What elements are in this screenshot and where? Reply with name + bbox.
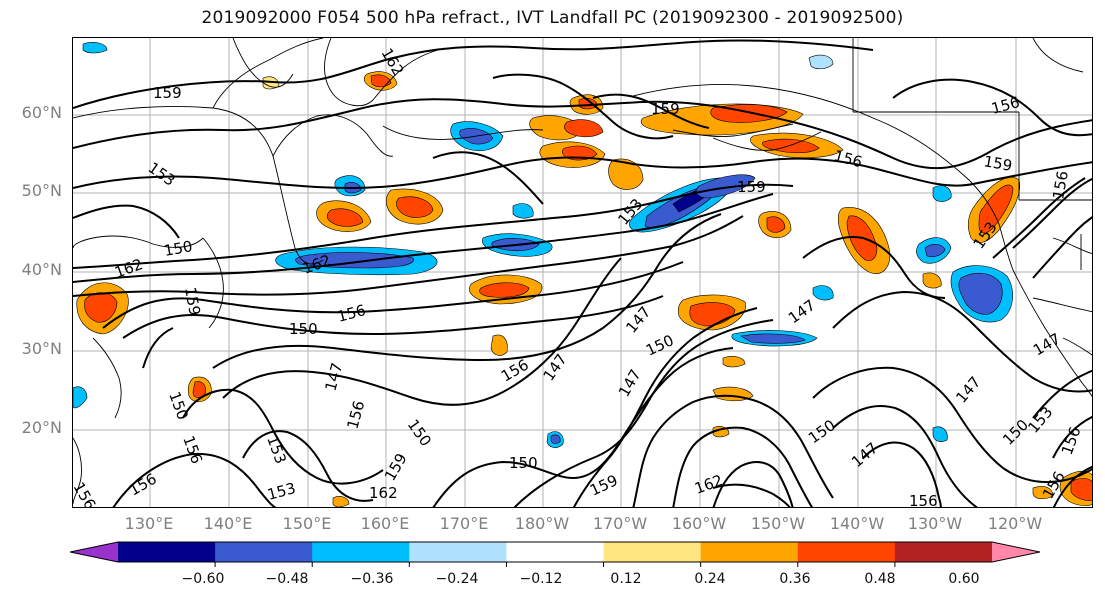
lat-label-40n: 40°N xyxy=(21,260,62,279)
map-panel: 162 159 159 156 159 156 153 150 153 162 … xyxy=(72,37,1093,508)
colorbar-segment xyxy=(215,542,313,562)
colorbar-tick-label: 0.60 xyxy=(948,571,980,587)
contour-label: 147 xyxy=(785,296,819,327)
lon-label-120w: 120°W xyxy=(987,514,1043,533)
contour-label: 156 xyxy=(1049,169,1072,200)
contour-label: 159 xyxy=(587,471,621,499)
lat-label-30n: 30°N xyxy=(21,339,62,358)
lon-label-150e: 150°E xyxy=(282,514,332,533)
colorbar-extend-high xyxy=(992,542,1040,562)
colorbar-segment xyxy=(118,542,216,562)
contour-label: 159 xyxy=(181,286,204,317)
contour-label: 147 xyxy=(1030,330,1064,360)
contour-label: 147 xyxy=(540,351,571,385)
colorbar-segment xyxy=(506,542,605,562)
lon-label-170e: 170°E xyxy=(439,514,489,533)
map-title: 2019092000 F054 500 hPa refract., IVT La… xyxy=(201,8,904,28)
contour-label: 153 xyxy=(265,479,297,504)
coastlines xyxy=(73,38,1092,505)
contour-label: 150 xyxy=(805,416,839,447)
contour-label: 156 xyxy=(179,433,206,466)
lat-label-50n: 50°N xyxy=(21,181,62,200)
colorbar-tick-label: −0.36 xyxy=(350,571,394,587)
contour-label: 150 xyxy=(165,389,192,422)
lon-label-130w: 130°W xyxy=(907,514,963,533)
lon-label-160e: 160°E xyxy=(360,514,410,533)
contour-label: 156 xyxy=(126,470,160,500)
contour-label: 159 xyxy=(982,152,1013,175)
contour-label: 156 xyxy=(73,479,99,508)
contour-label: 150 xyxy=(404,416,435,450)
lat-label-60n: 60°N xyxy=(21,103,62,122)
contour-label: 147 xyxy=(321,361,346,393)
colorbar-extend-low xyxy=(70,542,118,562)
colorbar-tick-label: −0.48 xyxy=(265,571,309,587)
colorbar xyxy=(70,541,1040,567)
contour-label: 150 xyxy=(163,237,194,260)
map-canvas: 162 159 159 156 159 156 153 150 153 162 … xyxy=(73,38,1092,508)
colorbar-segment xyxy=(603,542,702,562)
colorbar-tick-label: 0.12 xyxy=(610,571,642,587)
lon-label-140e: 140°E xyxy=(203,514,253,533)
lon-label-170w: 170°W xyxy=(592,514,648,533)
colorbar-tick-label: −0.12 xyxy=(519,571,563,587)
colorbar-tick-label: 0.36 xyxy=(779,571,811,587)
contour-label: 156 xyxy=(343,399,368,431)
refractivity-contours xyxy=(73,39,1092,507)
contour-label: 162 xyxy=(692,471,725,498)
contour-label: 159 xyxy=(153,84,182,102)
positive-anomaly-patches xyxy=(76,71,1092,507)
colorbar-segment xyxy=(700,542,799,562)
colorbar-tick-label: −0.60 xyxy=(181,571,225,587)
lon-label-180w: 180°W xyxy=(514,514,570,533)
contour-label: 153 xyxy=(263,433,290,466)
colorbar-tick-label: 0.24 xyxy=(694,571,726,587)
contour-label: 159 xyxy=(381,450,411,484)
contour-label: 150 xyxy=(509,454,538,472)
contour-label: 156 xyxy=(335,301,367,326)
contour-label: 162 xyxy=(112,255,145,282)
contour-label: 159 xyxy=(737,178,766,196)
lon-label-140w: 140°W xyxy=(829,514,885,533)
colorbar-outline xyxy=(70,541,1040,563)
contour-label: 147 xyxy=(615,366,645,400)
contour-label: 156 xyxy=(909,492,938,508)
colorbar-segment xyxy=(894,542,993,562)
contour-label: 162 xyxy=(369,484,398,502)
colorbar-segment xyxy=(409,542,507,562)
contour-label: 156 xyxy=(832,146,864,171)
lon-label-150w: 150°W xyxy=(750,514,806,533)
colorbar-segment xyxy=(312,542,410,562)
contour-label: 147 xyxy=(952,373,984,407)
contour-label: 150 xyxy=(289,320,318,338)
contour-label: 159 xyxy=(651,100,680,118)
colorbar-segment xyxy=(797,542,896,562)
contour-label: 156 xyxy=(1058,424,1085,457)
contour-label: 156 xyxy=(989,93,1021,118)
lon-label-130e: 130°E xyxy=(124,514,174,533)
colorbar-tick-label: 0.48 xyxy=(864,571,896,587)
colorbar-tick-label: −0.24 xyxy=(435,571,479,587)
lat-label-20n: 20°N xyxy=(21,418,62,437)
contour-label: 147 xyxy=(848,439,882,471)
lon-label-160w: 160°W xyxy=(671,514,727,533)
contour-label: 150 xyxy=(643,331,677,359)
